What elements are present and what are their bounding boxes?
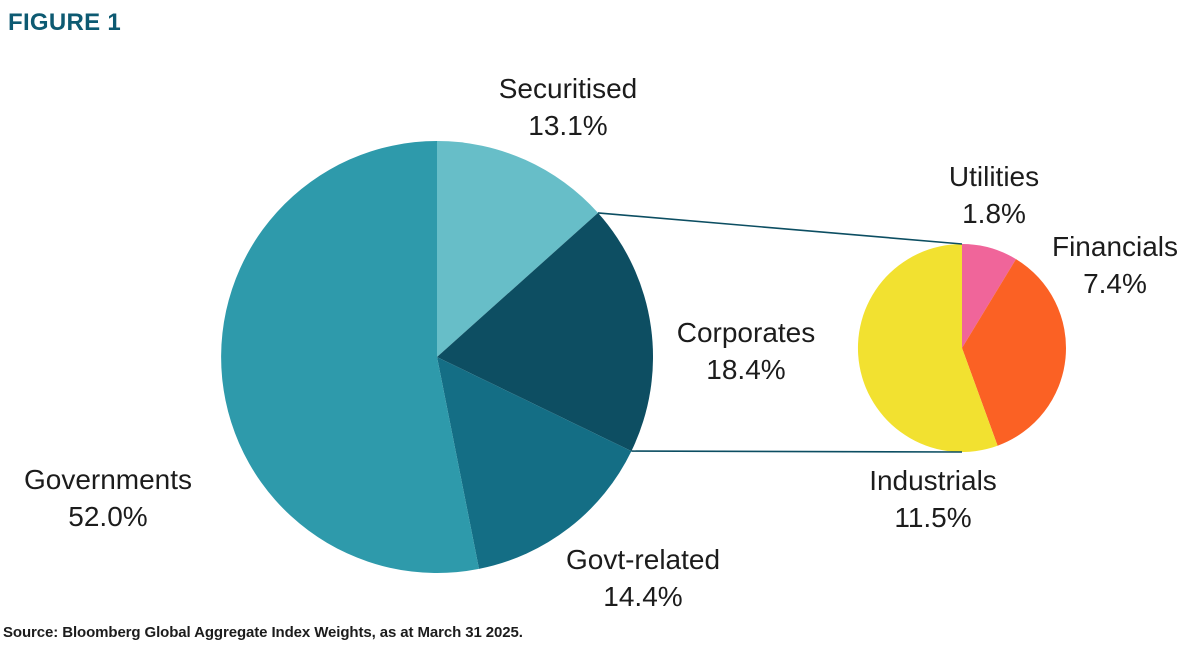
breakdown-connector-line <box>631 450 963 453</box>
main-pie-slice-corporates <box>437 212 654 452</box>
slice-label-govt-related: Govt-related 14.4% <box>566 541 720 615</box>
slice-label-securitised: Securitised 13.1% <box>499 70 638 144</box>
slice-label-utilities: Utilities 1.8% <box>949 158 1039 232</box>
breakdown-pie-slice-industrials <box>857 244 998 452</box>
slice-label-industrials: Industrials 11.5% <box>869 462 997 536</box>
slice-name: Govt-related <box>565 544 721 575</box>
slice-name: Utilities <box>948 161 1040 192</box>
slice-value: 11.5% <box>894 502 972 533</box>
main-pie-slice-securitised <box>437 140 598 357</box>
main-pie-slice-govt-related <box>437 357 632 569</box>
slice-value: 52.0% <box>68 501 148 532</box>
slice-name: Corporates <box>676 317 816 348</box>
slice-name: Financials <box>1051 231 1179 262</box>
slice-value: 14.4% <box>603 581 683 612</box>
breakdown-pie-slice-financials <box>962 259 1067 446</box>
slice-name: Governments <box>23 464 193 495</box>
slice-value: 7.4% <box>1083 268 1147 299</box>
slice-value: 13.1% <box>528 110 608 141</box>
slice-value: 1.8% <box>962 198 1026 229</box>
slice-value: 18.4% <box>706 354 786 385</box>
figure-title: FIGURE 1 <box>8 9 122 36</box>
source-note: Source: Bloomberg Global Aggregate Index… <box>3 624 523 641</box>
slice-name: Industrials <box>869 465 997 496</box>
breakdown-connector-line <box>597 212 963 245</box>
slice-label-financials: Financials 7.4% <box>1052 228 1178 302</box>
main-pie-slice-governments <box>221 141 480 573</box>
slice-name: Securitised <box>498 73 638 104</box>
slice-label-corporates: Corporates 18.4% <box>677 314 816 388</box>
breakdown-pie-slice-utilities <box>962 243 1016 348</box>
slice-label-governments: Governments 52.0% <box>24 461 192 535</box>
